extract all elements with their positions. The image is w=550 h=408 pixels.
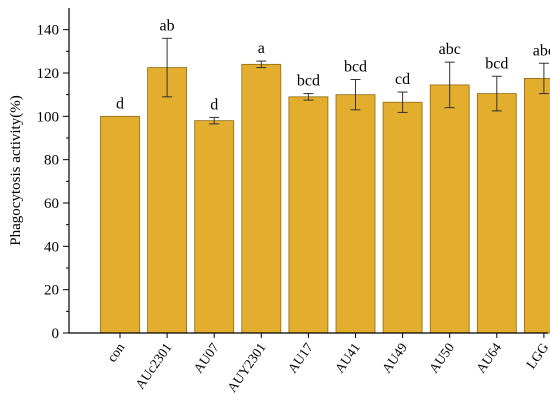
bar-AUc2301 xyxy=(147,67,188,334)
x-tick-label-AU64: AU64 xyxy=(473,340,504,376)
y-tick-label: 120 xyxy=(37,66,60,82)
y-tick-label: 100 xyxy=(37,109,60,125)
bar-AU49 xyxy=(382,101,423,334)
significance-label-AU64: bcd xyxy=(485,55,508,72)
significance-label-AU07: d xyxy=(210,96,218,113)
bar-AU50 xyxy=(429,84,470,334)
x-tick-label-AU07: AU07 xyxy=(190,340,221,376)
error-bar-LGG xyxy=(538,62,549,95)
significance-label-AU41: bcd xyxy=(344,59,367,76)
significance-label-AUY2301: a xyxy=(258,40,265,57)
bar-AU17 xyxy=(288,96,329,334)
y-tick-label: 40 xyxy=(44,239,59,255)
bar-con xyxy=(100,115,140,334)
x-tick-label-AUc2301: AUc2301 xyxy=(132,340,174,392)
error-bar-AU64 xyxy=(491,75,502,112)
x-tick-label-AU49: AU49 xyxy=(379,340,410,376)
y-tick-label: 140 xyxy=(37,23,60,39)
bar-LGG xyxy=(524,78,550,334)
y-tick-label: 20 xyxy=(44,283,59,299)
error-bar-AU07 xyxy=(209,116,220,125)
bar-AU07 xyxy=(194,120,235,334)
x-tick-label-AUY2301: AUY2301 xyxy=(224,340,269,395)
bar-AU64 xyxy=(476,93,517,334)
error-bar-AU41 xyxy=(350,79,361,111)
significance-label-AU17: bcd xyxy=(297,73,320,90)
y-tick-label: 80 xyxy=(44,153,59,169)
significance-label-LGG: abc xyxy=(533,42,550,59)
error-bar-AUc2301 xyxy=(162,37,173,98)
x-tick-label-con: con xyxy=(104,340,128,365)
x-tick-label-AU50: AU50 xyxy=(426,340,457,376)
x-tick-label-AU41: AU41 xyxy=(332,340,363,376)
error-bar-AUY2301 xyxy=(256,60,267,69)
x-tick-label-AU17: AU17 xyxy=(285,340,316,376)
y-axis: 0 20 40 60 80 100 120 140 xyxy=(37,8,70,342)
significance-label-AU49: cd xyxy=(395,71,410,88)
significance-label-con: d xyxy=(116,95,124,112)
error-bar-AU50 xyxy=(444,61,455,109)
x-axis: con AUc2301 AU07 AUY2301 AU17 AU41 AU49 AU50 AU6… xyxy=(69,332,550,395)
bar-AUY2301 xyxy=(241,63,282,334)
significance-label-AU50: abc xyxy=(439,41,461,58)
y-axis-title: Phagocytosis activity(%) xyxy=(8,95,24,245)
y-tick-label: 60 xyxy=(44,196,59,212)
error-bar-AU49 xyxy=(397,91,408,113)
error-bars-layer xyxy=(162,37,549,125)
significance-labels-layer: d ab d a bcd bcd cd abc bcd abc xyxy=(116,17,550,113)
error-bar-AU17 xyxy=(303,93,314,101)
y-tick-label: 0 xyxy=(52,326,60,342)
bar-AU41 xyxy=(335,94,376,334)
x-tick-label-LGG: LGG xyxy=(523,340,550,372)
bars-layer xyxy=(100,63,550,334)
significance-label-AUc2301: ab xyxy=(160,17,175,34)
